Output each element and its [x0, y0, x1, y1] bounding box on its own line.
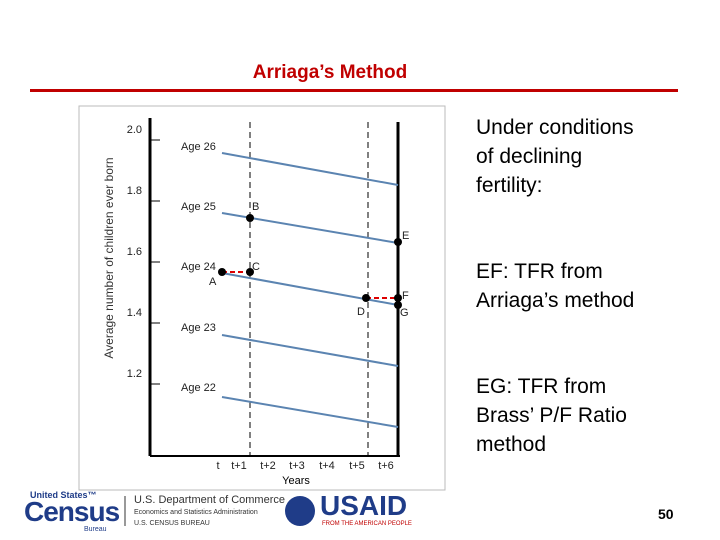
y-tick-label: 1.4 [127, 307, 142, 319]
x-tick-label: t+1 [231, 460, 247, 472]
point [394, 301, 402, 309]
point [218, 268, 226, 276]
text-paragraph: Under conditions of declining fertility: [476, 116, 634, 197]
commerce-title: U.S. Department of Commerce [134, 494, 285, 506]
x-tick-label: t+6 [378, 460, 394, 472]
point [394, 294, 402, 302]
age-label: Age 24 [181, 261, 216, 273]
text-paragraph: EG: TFR from Brass’ P/F Ratio method [476, 375, 627, 456]
cohort-line [221, 152, 399, 186]
divider [124, 496, 126, 526]
points [218, 214, 402, 309]
figure-labels: 2.0 1.8 1.6 1.4 1.2 t t+1 t+2 t+3 t+4 t+5 t+6 Age 26… [127, 124, 410, 472]
cohort-line [221, 396, 399, 428]
commerce-sub: U.S. CENSUS BUREAU [134, 520, 210, 527]
point-label: A [209, 276, 217, 288]
point-label: G [400, 307, 409, 319]
y-tick-label: 1.6 [127, 246, 142, 258]
x-tick-label: t [216, 460, 219, 472]
usaid-seal [285, 496, 315, 526]
title-rule [30, 89, 678, 92]
point [246, 268, 254, 276]
point [394, 238, 402, 246]
point-label: B [252, 201, 259, 213]
point [362, 294, 370, 302]
census-logo: Census [24, 496, 120, 527]
x-tick-label: t+3 [289, 460, 305, 472]
slide-title: Arriaga’s Method [252, 62, 408, 83]
x-axis-label: Years [282, 475, 310, 487]
age-label: Age 26 [181, 141, 216, 153]
point-label: D [357, 306, 365, 318]
usaid-sub: FROM THE AMERICAN PEOPLE [322, 521, 412, 527]
point-label: C [252, 261, 260, 273]
figure: 2.0 1.8 1.6 1.4 1.2 t t+1 t+2 t+3 t+4 t+5 t+6 Age 26… [78, 105, 446, 491]
x-tick-label: t+5 [349, 460, 365, 472]
census-small: United States™ [30, 490, 97, 500]
y-tick-label: 1.8 [127, 185, 142, 197]
census-bureau: Bureau [84, 526, 107, 533]
x-tick-label: t+4 [319, 460, 335, 472]
page-number: 50 [658, 506, 674, 522]
y-tick-label: 1.2 [127, 368, 142, 380]
y-tick-label: 2.0 [127, 124, 142, 136]
point [246, 214, 254, 222]
text-paragraph: EF: TFR from Arriaga’s method [476, 260, 635, 312]
usaid-logo: USAID [320, 490, 408, 521]
cohort-line [221, 334, 399, 367]
age-label: Age 22 [181, 382, 216, 394]
point-label: F [402, 290, 409, 302]
commerce-sub: Economics and Statistics Administration [134, 509, 258, 516]
age-label: Age 25 [181, 201, 216, 213]
point-label: E [402, 230, 409, 242]
age-label: Age 23 [181, 322, 216, 334]
x-tick-label: t+2 [260, 460, 276, 472]
y-axis-label: Average number of children ever born [102, 157, 116, 358]
